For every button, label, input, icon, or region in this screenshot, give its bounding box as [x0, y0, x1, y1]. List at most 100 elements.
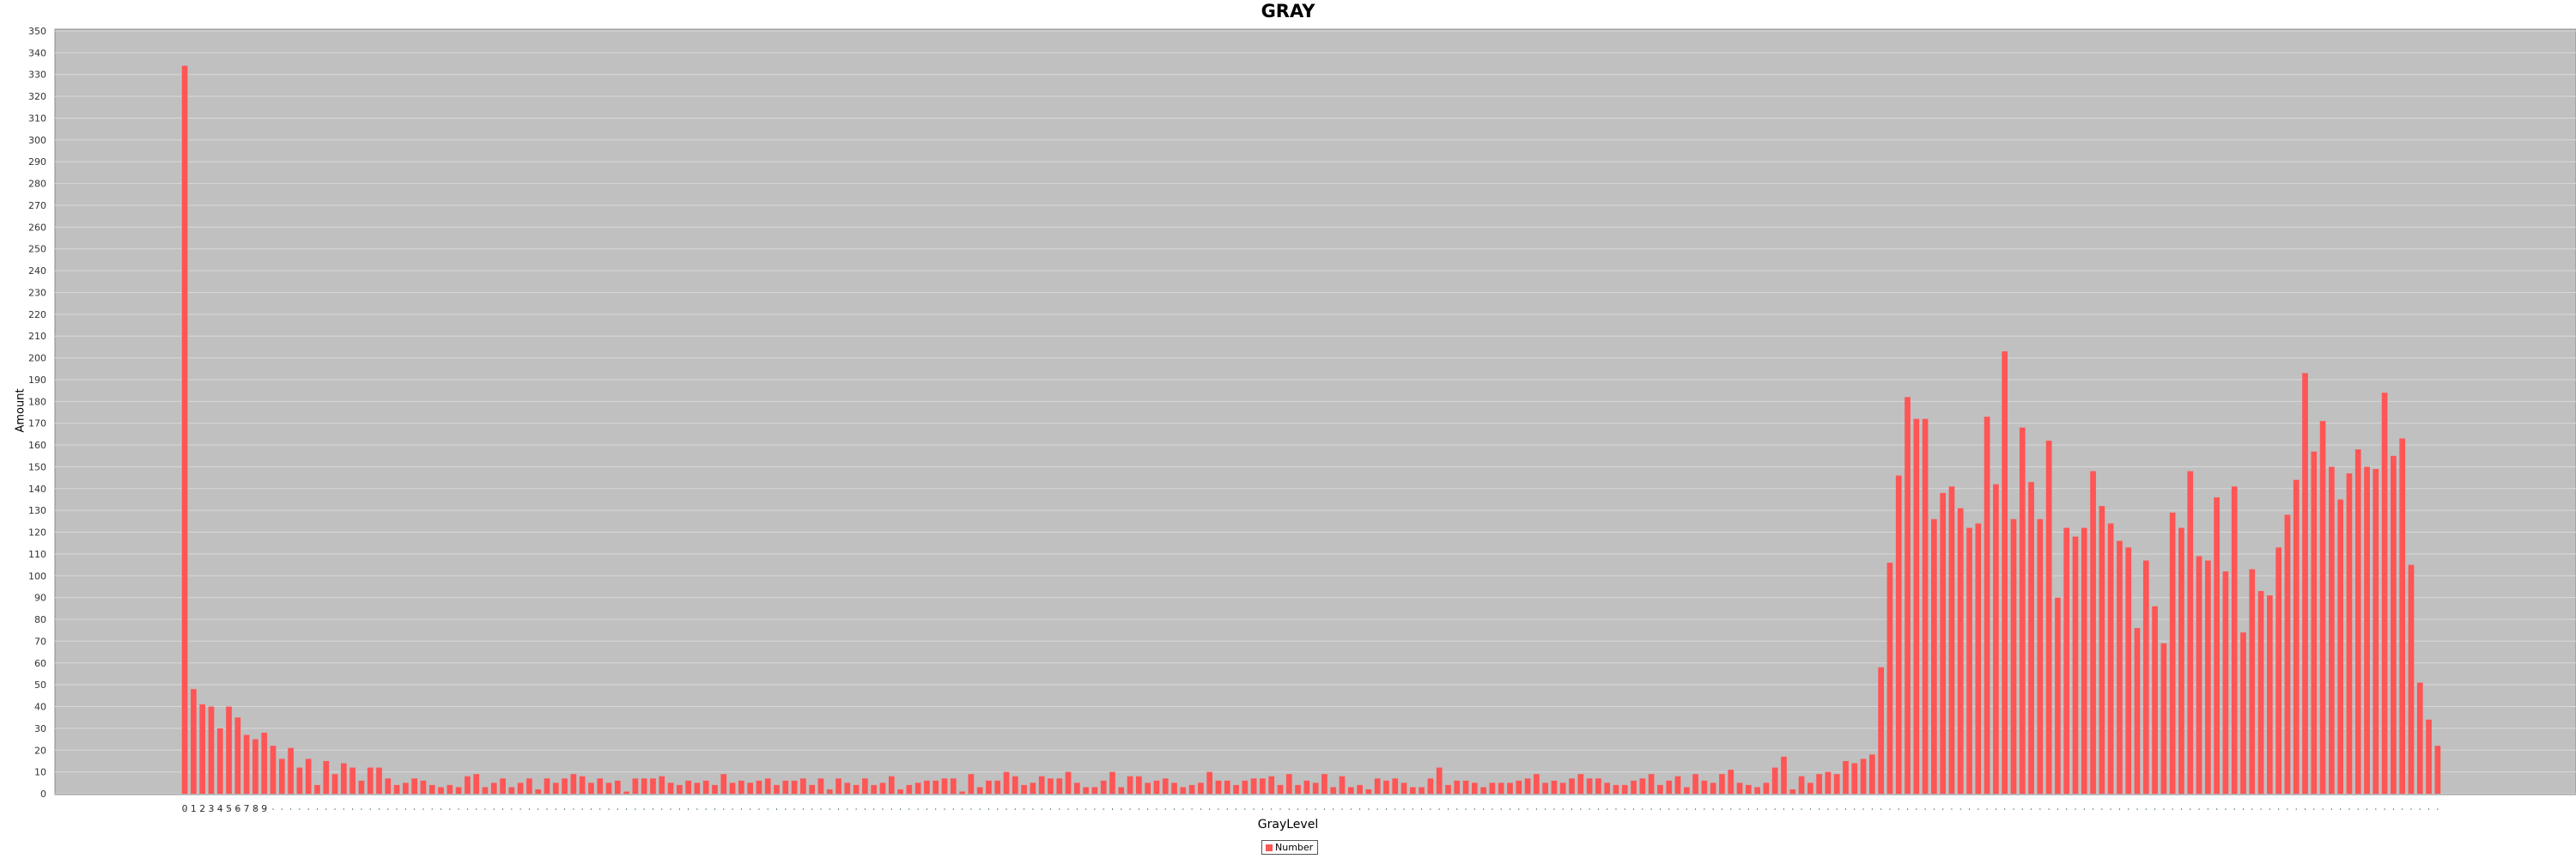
bar: [482, 787, 489, 794]
bar: [1188, 784, 1195, 794]
bar: [562, 778, 568, 794]
bar: [1692, 774, 1698, 794]
bar: [1260, 778, 1266, 794]
bar: [1445, 784, 1451, 794]
bar: [2160, 643, 2167, 794]
bar: [216, 728, 223, 794]
bar: [288, 747, 294, 794]
bar: [1524, 778, 1531, 794]
bar: [1215, 780, 1222, 794]
bar: [1330, 787, 1337, 794]
bar: [2045, 440, 2052, 794]
bar: [552, 783, 559, 794]
bar: [2284, 515, 2291, 794]
bar: [1180, 787, 1187, 794]
bar: [473, 774, 480, 794]
bar: [1347, 787, 1354, 794]
bar: [1419, 787, 1425, 794]
bar: [544, 778, 550, 794]
bar: [1454, 780, 1461, 794]
bar: [1931, 519, 1937, 794]
bar: [1038, 776, 1045, 794]
bar: [1586, 778, 1593, 794]
y-tick-label: 220: [28, 309, 46, 320]
bar: [349, 767, 355, 794]
bar: [1631, 780, 1637, 794]
bar: [809, 784, 816, 794]
bar: [1789, 789, 1796, 794]
bar: [2293, 479, 2300, 794]
y-tick-label: 330: [28, 70, 46, 81]
y-tick-label: 250: [28, 244, 46, 255]
bar: [181, 65, 188, 794]
bar: [358, 780, 365, 794]
bar: [1639, 778, 1646, 794]
x-tick-label: 7: [244, 803, 250, 814]
y-tick-label: 230: [28, 287, 46, 298]
bar: [341, 763, 347, 794]
bar: [1321, 774, 1327, 794]
bar: [2107, 523, 2114, 794]
bar: [1048, 778, 1054, 794]
bar: [1145, 783, 1151, 794]
bar: [385, 778, 392, 794]
y-tick-label: 130: [28, 505, 46, 516]
bar: [862, 778, 868, 794]
y-tick-label: 0: [40, 789, 46, 800]
bar: [1719, 774, 1725, 794]
bar: [2222, 571, 2229, 794]
bar: [1736, 783, 1743, 794]
bar: [2399, 438, 2406, 794]
bar: [641, 778, 647, 794]
bar: [1383, 780, 1389, 794]
y-tick-label: 190: [28, 375, 46, 386]
bar: [2010, 519, 2017, 794]
bar: [1613, 784, 1619, 794]
bar: [1551, 780, 1558, 794]
x-tick-label: 2: [199, 803, 205, 814]
bar: [1136, 776, 1142, 794]
bar: [826, 789, 833, 794]
bar: [1312, 783, 1319, 794]
bar: [924, 780, 930, 794]
bar: [1683, 787, 1690, 794]
y-axis-ticks: 0 10 20 30 40 50 60 70 80 90 100 110 120 130 140 150 160…: [28, 26, 46, 800]
bar: [1807, 783, 1814, 794]
bar: [1073, 783, 1080, 794]
bar: [2099, 506, 2105, 794]
bar: [2134, 628, 2141, 794]
bar: [1109, 771, 1115, 794]
bar: [1462, 780, 1469, 794]
y-tick-label: 200: [28, 353, 46, 364]
bar: [2072, 536, 2079, 794]
bar: [323, 760, 330, 794]
bar: [420, 780, 427, 794]
y-tick-label: 260: [28, 222, 46, 233]
bar: [702, 780, 709, 794]
bar: [1895, 475, 1902, 794]
bar: [1886, 563, 1893, 794]
bar: [1012, 776, 1018, 794]
bar: [1604, 783, 1611, 794]
bar: [1091, 787, 1098, 794]
bar: [2337, 499, 2344, 794]
bar: [906, 784, 913, 794]
bar: [1392, 778, 1399, 794]
bar: [659, 776, 665, 794]
bar: [2152, 606, 2158, 794]
bar: [2037, 519, 2044, 794]
bar: [1250, 778, 1257, 794]
x-tick-label: 4: [217, 803, 223, 814]
bar: [1966, 527, 1972, 794]
bar: [447, 784, 453, 794]
bar: [1295, 784, 1301, 794]
bar: [428, 784, 435, 794]
bar: [800, 778, 806, 794]
bar: [835, 778, 841, 794]
y-tick-label: 290: [28, 156, 46, 168]
y-tick-label: 270: [28, 200, 46, 211]
x-tick-label: 9: [261, 803, 267, 814]
bar: [199, 704, 206, 794]
bar: [1745, 784, 1752, 794]
bar: [729, 783, 736, 794]
